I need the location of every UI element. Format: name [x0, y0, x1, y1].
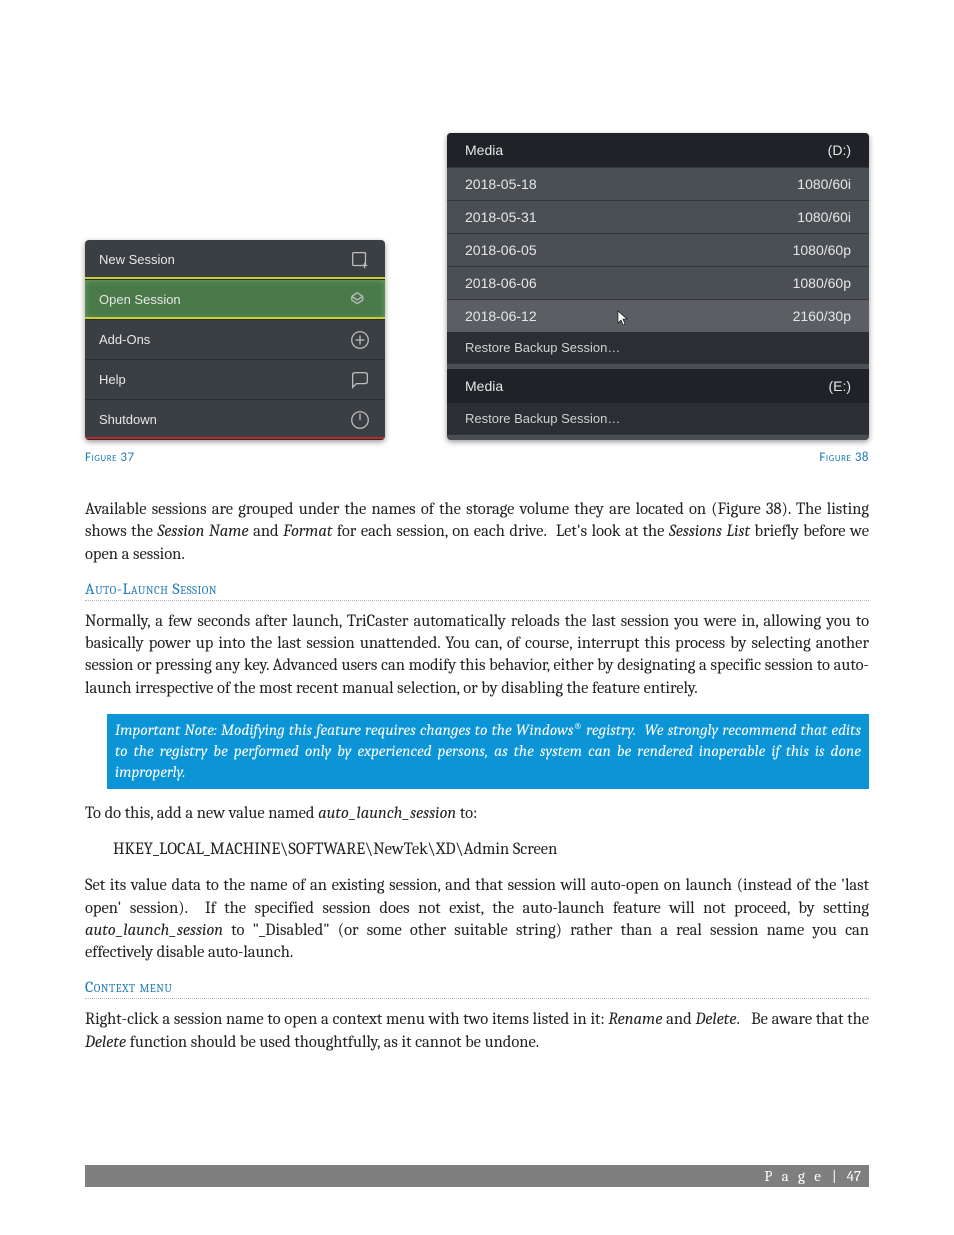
session-format: 1080/60i	[797, 176, 851, 192]
body-paragraph-2: Normally, a few seconds after launch, Tr…	[85, 611, 869, 700]
menu-item-label: Open Session	[99, 292, 181, 307]
figure-38-caption: Figure 38	[819, 450, 869, 465]
volume-header-e[interactable]: Media (E:)	[447, 369, 869, 403]
menu-item-label: Add-Ons	[99, 332, 150, 347]
session-name: 2018-05-18	[465, 176, 537, 192]
session-format: 2160/30p	[793, 308, 851, 324]
footer-page-number: 47	[847, 1167, 861, 1185]
session-row-selected[interactable]: 2018-06-12 2160/30p	[447, 299, 869, 332]
session-row[interactable]: 2018-06-05 1080/60p	[447, 233, 869, 266]
menu-item-new-session[interactable]: New Session	[85, 240, 385, 280]
session-name: 2018-06-05	[465, 242, 537, 258]
figure-38-panel: Media (D:) 2018-05-18 1080/60i 2018-05-3…	[447, 133, 869, 440]
session-format: 1080/60i	[797, 209, 851, 225]
figure-row: New Session Open Session Add-Ons Help	[85, 110, 869, 440]
volume-drive: (E:)	[828, 378, 851, 394]
restore-backup-e[interactable]: Restore Backup Session…	[447, 403, 869, 434]
menu-item-label: New Session	[99, 252, 175, 267]
menu-item-shutdown[interactable]: Shutdown	[85, 400, 385, 440]
help-icon	[349, 369, 371, 391]
volume-drive: (D:)	[828, 142, 851, 158]
cursor-icon	[617, 310, 629, 326]
page-footer: P a g e | 47	[85, 1165, 869, 1187]
session-row[interactable]: 2018-05-18 1080/60i	[447, 167, 869, 200]
session-format: 1080/60p	[793, 275, 851, 291]
open-session-icon	[349, 289, 371, 311]
body-paragraph-4: Set its value data to the name of an exi…	[85, 875, 869, 964]
session-format: 1080/60p	[793, 242, 851, 258]
menu-item-open-session[interactable]: Open Session	[85, 280, 385, 320]
figure-captions: Figure 37 Figure 38	[85, 450, 869, 465]
menu-item-label: Shutdown	[99, 412, 157, 427]
new-session-icon	[349, 249, 371, 271]
session-name: 2018-06-12	[465, 308, 537, 324]
menu-item-label: Help	[99, 372, 126, 387]
registry-path: HKEY_LOCAL_MACHINE\SOFTWARE\NewTek\XD\Ad…	[113, 839, 869, 861]
shutdown-icon	[349, 409, 371, 431]
figure-37-caption: Figure 37	[85, 450, 135, 465]
volume-label: Media	[465, 378, 503, 394]
volume-header-d[interactable]: Media (D:)	[447, 133, 869, 167]
body-paragraph-3: To do this, add a new value named auto_l…	[85, 803, 869, 825]
restore-label: Restore Backup Session…	[465, 411, 620, 426]
section-heading-context-menu: Context menu	[85, 978, 869, 999]
gap	[447, 434, 869, 440]
addons-icon	[349, 329, 371, 351]
body-paragraph-1: Available sessions are grouped under the…	[85, 499, 869, 566]
session-row[interactable]: 2018-05-31 1080/60i	[447, 200, 869, 233]
body-paragraph-5: Right-click a session name to open a con…	[85, 1009, 869, 1054]
footer-page-label: P a g e	[764, 1167, 823, 1185]
figure-37-panel: New Session Open Session Add-Ons Help	[85, 240, 385, 440]
session-name: 2018-06-06	[465, 275, 537, 291]
session-name: 2018-05-31	[465, 209, 537, 225]
restore-backup-d[interactable]: Restore Backup Session…	[447, 332, 869, 363]
session-row[interactable]: 2018-06-06 1080/60p	[447, 266, 869, 299]
menu-item-addons[interactable]: Add-Ons	[85, 320, 385, 360]
section-heading-auto-launch: Auto-Launch Session	[85, 580, 869, 601]
important-note-box: Important Note: Modifying this feature r…	[107, 714, 869, 789]
footer-sep: |	[832, 1167, 837, 1185]
menu-item-help[interactable]: Help	[85, 360, 385, 400]
volume-label: Media	[465, 142, 503, 158]
restore-label: Restore Backup Session…	[465, 340, 620, 355]
